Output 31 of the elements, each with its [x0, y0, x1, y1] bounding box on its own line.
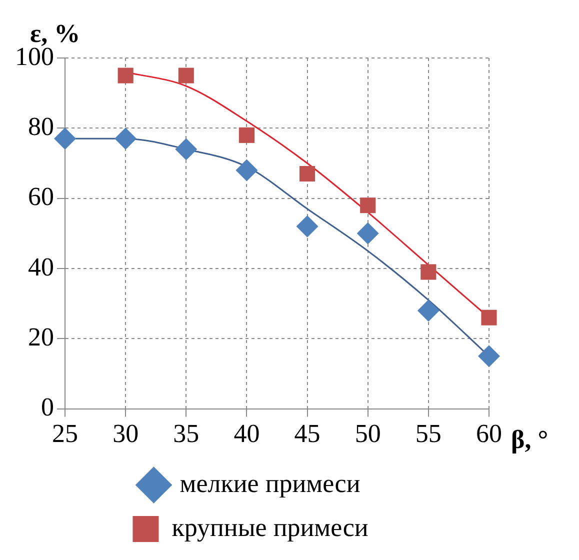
x-tick-label: 25	[52, 419, 78, 448]
point	[478, 345, 500, 368]
point	[54, 128, 76, 150]
point	[296, 215, 318, 238]
point	[118, 68, 134, 84]
y-tick-label: 60	[28, 182, 54, 212]
x-tick-label: 60	[476, 419, 502, 448]
point	[420, 264, 436, 280]
point	[175, 138, 198, 160]
point	[360, 198, 376, 214]
y-tick-label: 80	[28, 112, 54, 141]
x-tick-label: 55	[415, 419, 442, 448]
point	[481, 310, 497, 326]
point	[114, 128, 137, 150]
legend-label: мелкие примеси	[180, 468, 360, 498]
point	[236, 159, 258, 182]
point	[417, 300, 440, 322]
y-tick-label: 0	[41, 392, 54, 422]
point	[300, 166, 316, 182]
x-tick-label: 50	[354, 419, 381, 448]
point	[178, 68, 194, 84]
point	[356, 222, 379, 244]
x-tick-label: 45	[294, 419, 320, 448]
y-tick-label: 20	[28, 322, 54, 352]
x-tick-label: 35	[173, 419, 200, 448]
point	[238, 127, 254, 143]
x-axis-title: β, °	[511, 425, 548, 454]
x-tick-label: 40	[234, 419, 260, 448]
y-tick-label: 40	[28, 252, 54, 282]
legend-label: крупные примеси	[172, 512, 368, 542]
x-tick-label: 30	[112, 419, 139, 448]
